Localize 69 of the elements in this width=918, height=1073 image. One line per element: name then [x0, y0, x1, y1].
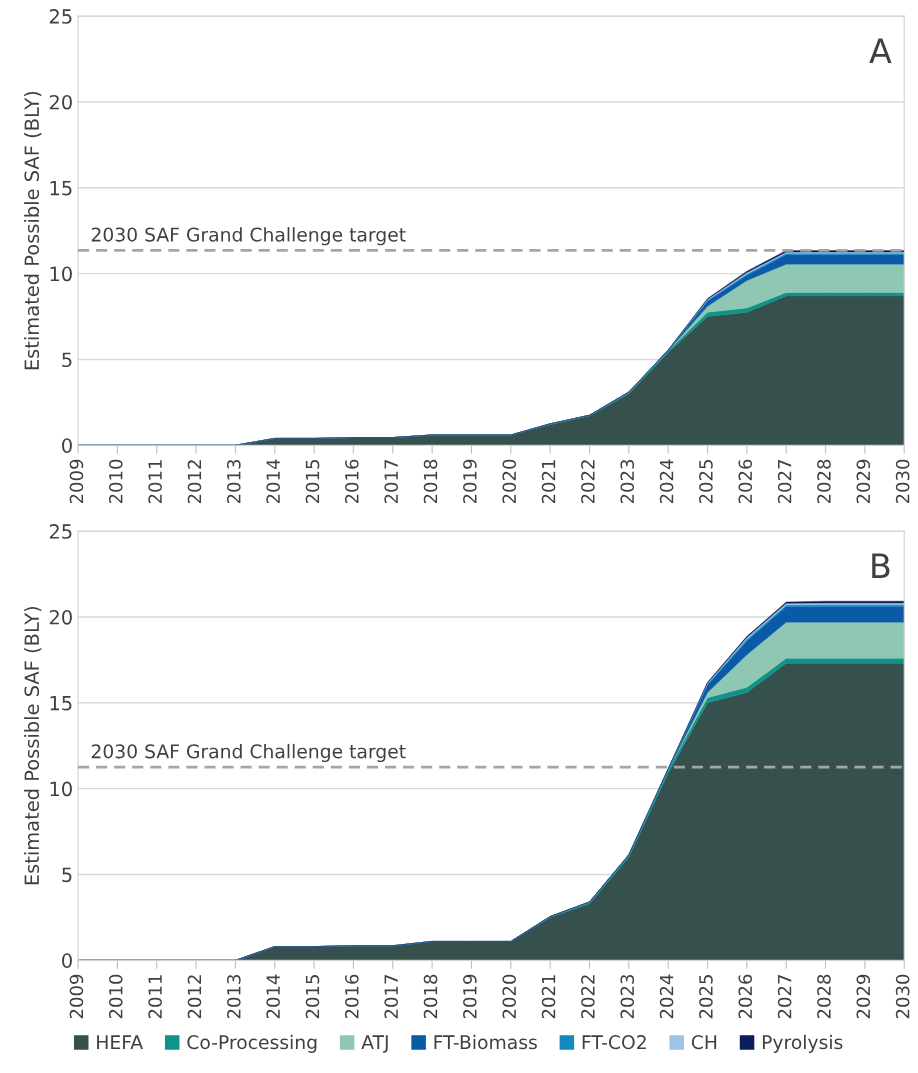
y-tick-label: 5 [62, 352, 72, 368]
x-tick-label: 2019 [463, 459, 477, 504]
x-tick-label: 2009 [69, 974, 84, 1019]
x-tick-label: 2012 [187, 975, 202, 1019]
y-tick-label: 25 [49, 524, 72, 539]
y-tick-label: 0 [62, 953, 72, 968]
y-axis-title: Estimated Possible SAF (BLY) [24, 606, 42, 885]
y-tick-label: 20 [49, 609, 72, 625]
x-tick-label: 2014 [266, 974, 280, 1019]
x-tick-label: 2030 [895, 974, 910, 1019]
x-tick-label: 2013 [226, 974, 241, 1019]
ref-line-label: 2030 SAF Grand Challenge target [91, 227, 406, 246]
x-tick-label: 2022 [581, 460, 595, 504]
x-tick-label: 2012 [187, 460, 202, 504]
x-tick-label: 2010 [108, 974, 123, 1019]
x-tick-label: 2017 [384, 460, 399, 504]
x-tick-label: 2018 [423, 974, 438, 1019]
y-tick-label: 15 [50, 696, 72, 711]
annotation: A [869, 38, 892, 63]
x-tick-label: 2013 [226, 459, 241, 504]
x-tick-label: 2028 [817, 974, 831, 1019]
x-tick-label: 2016 [345, 974, 359, 1019]
x-tick-label: 2017 [384, 975, 399, 1019]
x-tick-label: 2011 [148, 460, 162, 504]
x-tick-label: 2028 [817, 459, 831, 504]
x-tick-label: 2019 [463, 974, 477, 1019]
x-tick-label: 2027 [777, 460, 792, 504]
x-tick-label: 2024 [659, 459, 674, 504]
x-tick-label: 2022 [581, 975, 595, 1019]
y-tick-label: 10 [50, 781, 72, 797]
x-tick-label: 2015 [305, 460, 320, 504]
y-tick-label: 10 [50, 266, 72, 282]
x-tick-label: 2026 [738, 459, 753, 504]
y-tick-label: 5 [62, 867, 72, 883]
legend-label: ATJ [361, 1035, 388, 1053]
legend-label: Co-Processing [187, 1034, 317, 1053]
x-tick-label: 2023 [620, 459, 635, 504]
x-tick-label: 2030 [895, 459, 910, 504]
x-tick-label: 2011 [148, 975, 162, 1019]
x-tick-label: 2023 [620, 974, 635, 1019]
legend-label: FT-Biomass [434, 1034, 537, 1050]
y-axis-title: Estimated Possible SAF (BLY) [24, 91, 42, 370]
legend-label: HEFA [97, 1035, 143, 1050]
x-tick-label: 2014 [266, 459, 280, 504]
x-tick-label: 2010 [108, 459, 123, 504]
x-tick-label: 2024 [659, 974, 674, 1019]
y-tick-label: 0 [62, 438, 72, 453]
legend-label: Pyrolysis [762, 1034, 843, 1053]
ref-line-label: 2030 SAF Grand Challenge target [91, 743, 406, 763]
x-tick-label: 2021 [541, 975, 556, 1019]
x-tick-label: 2025 [699, 975, 713, 1019]
x-tick-label: 2021 [541, 460, 556, 504]
x-tick-label: 2027 [777, 975, 792, 1019]
x-tick-label: 2016 [345, 459, 359, 504]
y-tick-label: 20 [49, 94, 72, 110]
x-tick-label: 2015 [305, 975, 320, 1019]
x-tick-label: 2020 [502, 974, 517, 1019]
y-tick-label: 15 [50, 180, 72, 196]
x-tick-label: 2029 [856, 459, 871, 504]
legend-label: FT-CO2 [582, 1035, 646, 1050]
x-tick-label: 2026 [738, 974, 753, 1019]
x-tick-label: 2029 [856, 974, 871, 1019]
x-tick-label: 2025 [699, 460, 713, 504]
legend-label: CH [691, 1035, 717, 1050]
x-tick-label: 2009 [69, 459, 84, 504]
x-tick-label: 2018 [423, 459, 438, 504]
y-tick-label: 25 [49, 9, 72, 24]
annotation: B [872, 553, 890, 578]
x-tick-label: 2020 [502, 459, 517, 504]
